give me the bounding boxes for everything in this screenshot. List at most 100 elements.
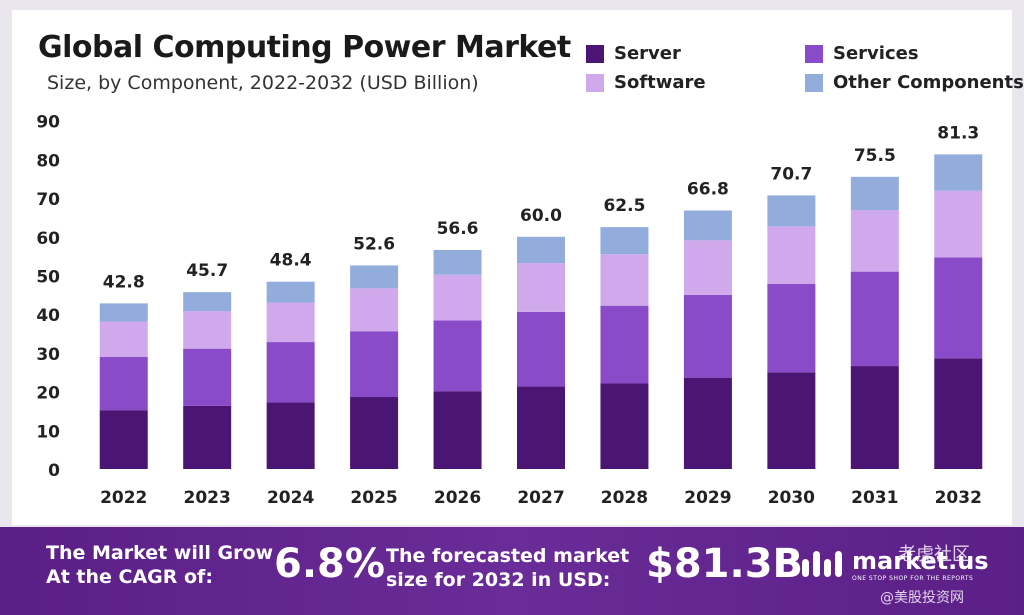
bar-segment-other-components bbox=[266, 281, 315, 303]
bar-total-label: 52.6 bbox=[353, 234, 395, 254]
bar-segment-server bbox=[350, 397, 399, 469]
bar-segment-software bbox=[433, 274, 482, 321]
legend-server: Server bbox=[586, 43, 681, 64]
bar-total-label: 75.5 bbox=[854, 146, 896, 166]
legend-label-server: Server bbox=[614, 43, 681, 64]
bar-segment-services bbox=[517, 311, 565, 387]
brand-name: market.us bbox=[852, 546, 989, 575]
x-tick-label: 2023 bbox=[184, 488, 231, 508]
bar-segment-server bbox=[517, 386, 565, 469]
x-tick-label: 2027 bbox=[517, 488, 564, 508]
bar-segment-software bbox=[850, 210, 899, 272]
bar-total-label: 48.4 bbox=[270, 251, 312, 271]
bar-segment-software bbox=[350, 288, 399, 332]
legend-swatch-software bbox=[586, 73, 604, 92]
bar-segment-services bbox=[350, 331, 399, 398]
bar-segment-services bbox=[600, 305, 649, 384]
bar-total-label: 66.8 bbox=[687, 179, 729, 199]
bar-segment-services bbox=[683, 294, 732, 378]
bar-segment-services bbox=[767, 284, 816, 373]
bar-segment-server bbox=[99, 410, 148, 469]
legend-software: Software bbox=[586, 72, 706, 93]
bar-segment-services bbox=[99, 356, 148, 411]
stacked-bar-chart: 010203040506070809042.8202245.7202348.42… bbox=[36, 113, 983, 508]
bar-segment-server bbox=[934, 358, 983, 469]
bar-segment-server bbox=[600, 383, 649, 469]
cagr-caption-line2: At the CAGR of: bbox=[46, 566, 213, 588]
x-tick-label: 2032 bbox=[935, 488, 982, 508]
y-tick-label: 50 bbox=[36, 268, 60, 288]
bar-segment-other-components bbox=[934, 154, 983, 191]
bar-total-label: 45.7 bbox=[186, 261, 228, 281]
bar-total-label: 42.8 bbox=[103, 272, 145, 292]
cagr-caption: The Market will Grow At the CAGR of: bbox=[46, 541, 273, 589]
x-tick-label: 2028 bbox=[601, 488, 648, 508]
legend-label-services: Services bbox=[833, 43, 919, 64]
bar-segment-software bbox=[934, 190, 983, 258]
bar-segment-server bbox=[266, 402, 315, 469]
y-tick-label: 70 bbox=[36, 190, 60, 210]
x-tick-label: 2031 bbox=[851, 488, 898, 508]
legend-swatch-server bbox=[586, 44, 604, 63]
bar-segment-other-components bbox=[600, 227, 649, 255]
bar-total-label: 81.3 bbox=[937, 123, 979, 143]
chart-subtitle: Size, by Component, 2022-2032 (USD Billi… bbox=[47, 72, 479, 94]
brand-logo: market.us ONE STOP SHOP FOR THE REPORTS bbox=[800, 545, 989, 585]
chart-title: Global Computing Power Market bbox=[38, 30, 571, 65]
y-tick-label: 90 bbox=[36, 113, 60, 133]
bar-segment-software bbox=[517, 263, 565, 312]
legend-other-components: Other Components bbox=[805, 72, 1024, 93]
y-tick-label: 10 bbox=[36, 422, 60, 442]
bar-segment-server bbox=[767, 372, 816, 469]
bar-segment-other-components bbox=[683, 210, 732, 241]
forecast-caption: The forecasted market size for 2032 in U… bbox=[386, 544, 629, 592]
y-tick-label: 30 bbox=[36, 345, 60, 365]
y-tick-label: 40 bbox=[36, 306, 60, 326]
bar-segment-software bbox=[183, 311, 232, 349]
bar-segment-other-components bbox=[183, 292, 232, 312]
bar-segment-other-components bbox=[517, 236, 565, 264]
legend-swatch-services bbox=[805, 44, 823, 63]
x-tick-label: 2029 bbox=[684, 488, 731, 508]
x-tick-label: 2025 bbox=[350, 488, 397, 508]
x-tick-label: 2030 bbox=[768, 488, 815, 508]
legend-label-other-components: Other Components bbox=[833, 72, 1024, 93]
forecast-value: $81.3B bbox=[646, 541, 804, 587]
x-tick-label: 2024 bbox=[267, 488, 314, 508]
watermark-top: 老虎社区 bbox=[898, 544, 970, 565]
legend-services: Services bbox=[805, 43, 919, 64]
bar-segment-other-components bbox=[767, 195, 816, 227]
chart-card bbox=[12, 10, 1012, 525]
y-tick-label: 0 bbox=[48, 461, 60, 481]
x-tick-label: 2026 bbox=[434, 488, 481, 508]
bar-segment-services bbox=[850, 271, 899, 367]
y-tick-label: 20 bbox=[36, 384, 60, 404]
bar-segment-other-components bbox=[99, 303, 148, 322]
brand-tagline: ONE STOP SHOP FOR THE REPORTS bbox=[852, 574, 974, 582]
footer-banner: The Market will Grow At the CAGR of: 6.8… bbox=[0, 527, 1024, 615]
brand-mark-icon bbox=[802, 551, 842, 577]
bar-segment-server bbox=[183, 405, 232, 469]
bar-segment-services bbox=[183, 348, 232, 406]
bar-segment-server bbox=[433, 391, 482, 469]
bar-segment-other-components bbox=[433, 249, 482, 275]
bar-total-label: 60.0 bbox=[520, 206, 562, 226]
bar-total-label: 56.6 bbox=[437, 219, 479, 239]
legend-label-software: Software bbox=[614, 72, 706, 93]
legend-swatch-other-components bbox=[805, 73, 823, 92]
bar-segment-software bbox=[600, 254, 649, 306]
bar-segment-services bbox=[934, 257, 983, 359]
bar-segment-software bbox=[266, 302, 315, 343]
forecast-caption-line1: The forecasted market bbox=[386, 545, 630, 567]
bar-segment-software bbox=[767, 226, 816, 285]
bar-segment-other-components bbox=[850, 176, 899, 211]
bar-total-label: 70.7 bbox=[770, 164, 812, 184]
watermark-bottom: @美股投资网 bbox=[880, 590, 964, 606]
bar-segment-services bbox=[433, 320, 482, 392]
bar-segment-server bbox=[850, 366, 899, 469]
y-tick-label: 80 bbox=[36, 151, 60, 171]
forecast-caption-line2: size for 2032 in USD: bbox=[386, 569, 611, 591]
bar-segment-other-components bbox=[350, 265, 399, 289]
cagr-caption-line1: The Market will Grow bbox=[46, 542, 274, 564]
cagr-value: 6.8% bbox=[274, 541, 385, 587]
